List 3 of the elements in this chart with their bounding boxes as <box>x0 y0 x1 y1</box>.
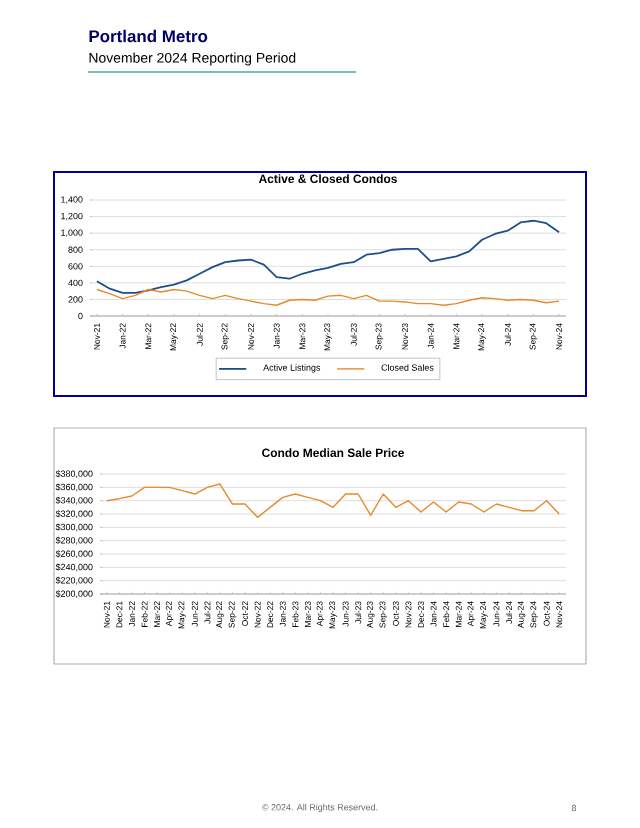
line-series <box>96 288 560 306</box>
text: Portland Metro <box>89 29 208 43</box>
line-series <box>96 219 560 294</box>
